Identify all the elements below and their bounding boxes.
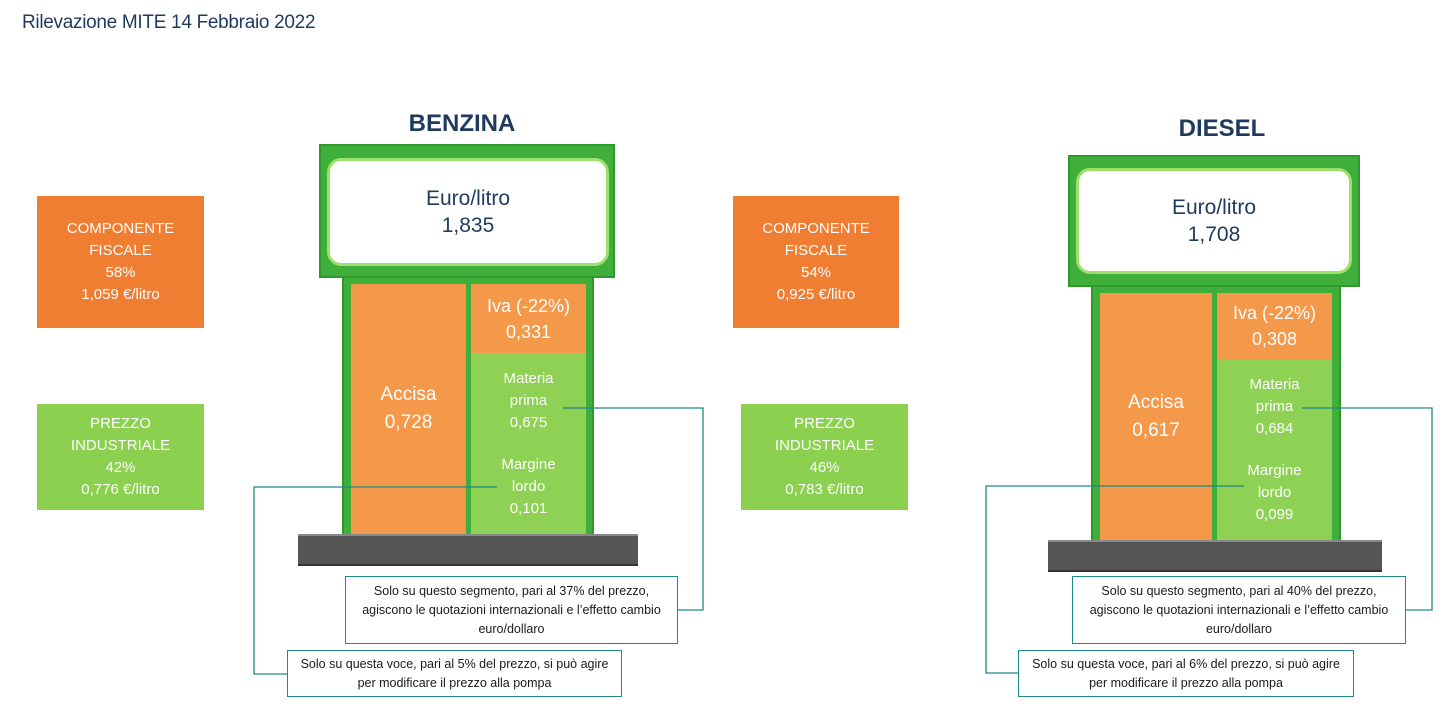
note-line-2: agiscono le quotazioni internazionali e … — [1089, 602, 1389, 617]
iva-label: Iva (-22%) — [1232, 303, 1317, 323]
margine-label-1: Margine — [1247, 461, 1302, 479]
materia-value: 0,675 — [509, 413, 548, 431]
margine-value: 0,101 — [509, 499, 548, 517]
materia-value: 0,684 — [1255, 419, 1294, 437]
iva-value: 0,331 — [505, 321, 552, 342]
margine-label-2: lordo — [1257, 483, 1292, 501]
page-title: Rilevazione MITE 14 Febbraio 2022 — [22, 12, 316, 33]
materia-label-1: Materia — [1249, 375, 1300, 393]
margine-lordo-block: Margine lordo 0,099 — [1247, 450, 1301, 536]
diesel-title: DIESEL — [1178, 115, 1266, 142]
margine-label-2: lordo — [511, 477, 546, 495]
industrial-percent: 46% — [809, 459, 840, 476]
industrial-value: 0,776 €/litro — [81, 481, 160, 498]
benzina-margine-note: Solo su questa voce, pari al 5% del prez… — [287, 650, 622, 697]
note-line-2: agiscono le quotazioni internazionali e … — [362, 602, 661, 617]
benzina-accisa-segment: Accisa 0,728 — [351, 284, 466, 534]
industrial-value: 0,783 €/litro — [785, 481, 864, 498]
note-line-3: euro/dollaro — [478, 621, 545, 636]
materia-label-1: Materia — [503, 369, 554, 387]
benzina-price-display: Euro/litro 1,835 — [327, 158, 609, 266]
benzina-materia-note: Solo su questo segmento, pari al 37% del… — [345, 576, 678, 644]
accisa-label: Accisa — [380, 384, 437, 405]
industrial-percent: 42% — [105, 459, 136, 476]
materia-label-2: prima — [509, 391, 548, 409]
industrial-label-1: PREZZO — [90, 415, 151, 432]
accisa-value: 0,617 — [1132, 419, 1180, 441]
materia-prima-block: Materia prima 0,675 — [503, 358, 553, 444]
price-value: 1,708 — [1187, 223, 1241, 246]
diesel-margine-note: Solo su questa voce, pari al 6% del prez… — [1018, 650, 1354, 697]
materia-prima-block: Materia prima 0,684 — [1249, 364, 1299, 450]
industrial-label-2: INDUSTRIALE — [70, 437, 171, 454]
note-line-1: Solo su questa voce, pari al 5% del prez… — [300, 656, 609, 671]
benzina-industrial-segment: Materia prima 0,675 Margine lordo 0,101 — [471, 353, 586, 534]
fiscal-label-2: FISCALE — [784, 242, 848, 259]
diesel-fiscal-box: COMPONENTE FISCALE 54% 0,925 €/litro — [733, 196, 899, 328]
diesel-materia-connector — [1302, 407, 1433, 611]
note-line-1: Solo su questa voce, pari al 6% del prez… — [1032, 656, 1340, 671]
materia-label-2: prima — [1255, 397, 1294, 415]
accisa-label: Accisa — [1128, 391, 1184, 413]
benzina-pump-base — [298, 534, 638, 566]
iva-label: Iva (-22%) — [486, 295, 571, 316]
note-line-1: Solo su questo segmento, pari al 40% del… — [1101, 583, 1377, 598]
benzina-iva-segment: Iva (-22%) 0,331 — [471, 284, 586, 353]
benzina-fiscal-box: COMPONENTE FISCALE 58% 1,059 €/litro — [37, 196, 204, 328]
fiscal-label-2: FISCALE — [89, 242, 152, 259]
fiscal-percent: 58% — [105, 264, 136, 281]
note-line-1: Solo su questo segmento, pari al 37% del… — [373, 583, 650, 598]
industrial-label-2: INDUSTRIALE — [774, 437, 875, 454]
note-line-3: euro/dollaro — [1205, 621, 1272, 636]
margine-label-1: Margine — [501, 455, 556, 473]
diesel-accisa-segment: Accisa 0,617 — [1100, 293, 1212, 540]
note-line-2: per modificare il prezzo alla pompa — [1089, 675, 1283, 690]
benzina-margine-connector — [253, 486, 497, 675]
price-unit: Euro/litro — [1171, 196, 1257, 219]
benzina-industrial-box: PREZZO INDUSTRIALE 42% 0,776 €/litro — [37, 404, 204, 510]
price-value: 1,835 — [441, 214, 495, 237]
accisa-value: 0,728 — [384, 412, 433, 433]
margine-lordo-block: Margine lordo 0,101 — [501, 444, 555, 530]
iva-value: 0,308 — [1251, 329, 1298, 349]
price-unit: Euro/litro — [425, 187, 511, 210]
diesel-pump-base — [1048, 540, 1382, 572]
diesel-industrial-segment: Materia prima 0,684 Margine lordo 0,099 — [1217, 359, 1332, 540]
note-line-2: per modificare il prezzo alla pompa — [357, 675, 552, 690]
margine-value: 0,099 — [1255, 505, 1294, 523]
diesel-margine-connector — [985, 485, 1244, 674]
fiscal-value: 0,925 €/litro — [776, 286, 856, 303]
diesel-price-display: Euro/litro 1,708 — [1076, 168, 1352, 274]
diesel-materia-note: Solo su questo segmento, pari al 40% del… — [1072, 576, 1406, 644]
diesel-iva-segment: Iva (-22%) 0,308 — [1217, 293, 1332, 359]
fiscal-value: 1,059 €/litro — [81, 286, 160, 303]
benzina-title: BENZINA — [408, 110, 516, 137]
industrial-label-1: PREZZO — [794, 415, 855, 432]
fiscal-percent: 54% — [800, 264, 832, 281]
fiscal-label-1: COMPONENTE — [762, 220, 870, 237]
benzina-materia-connector — [563, 407, 704, 611]
diesel-industrial-box: PREZZO INDUSTRIALE 46% 0,783 €/litro — [741, 404, 908, 510]
fiscal-label-1: COMPONENTE — [66, 220, 175, 237]
